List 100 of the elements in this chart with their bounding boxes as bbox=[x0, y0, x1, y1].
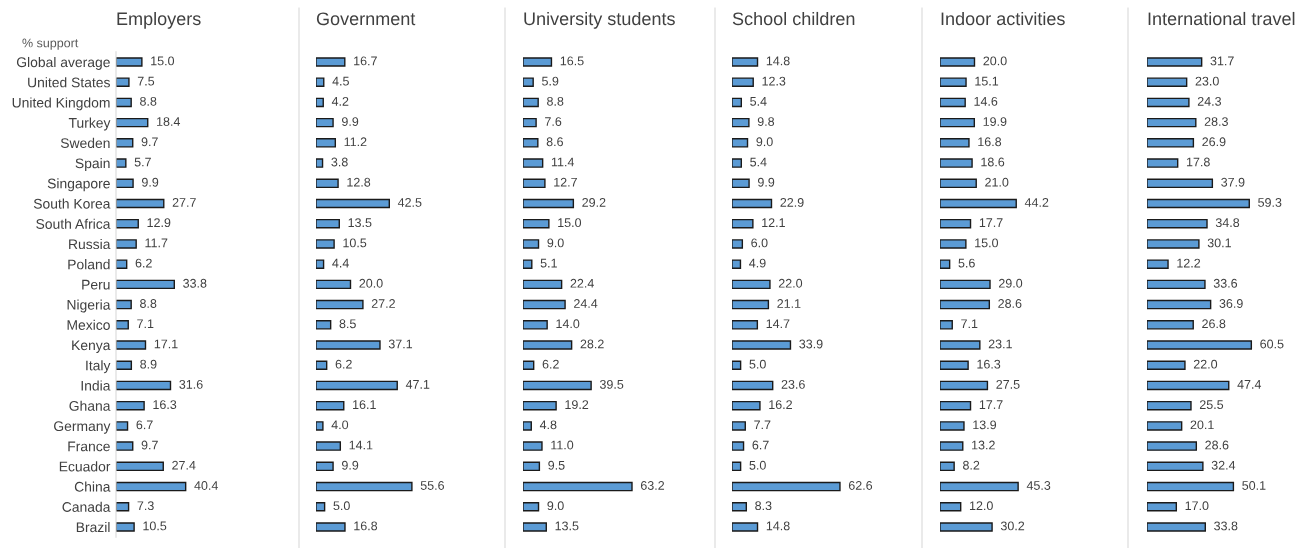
bar bbox=[1147, 360, 1186, 370]
bar bbox=[940, 57, 976, 67]
chart-title: International travel bbox=[1148, 11, 1295, 26]
data-label: 8.8 bbox=[140, 96, 157, 106]
data-label: 36.9 bbox=[1219, 299, 1243, 308]
bar bbox=[116, 117, 149, 128]
data-label: 7.6 bbox=[545, 117, 562, 126]
bar bbox=[1147, 461, 1204, 472]
data-label: 40.4 bbox=[194, 481, 218, 490]
bar bbox=[940, 380, 989, 391]
data-label: 8.9 bbox=[140, 359, 157, 369]
bar bbox=[940, 522, 993, 532]
data-label: 4.2 bbox=[331, 96, 349, 106]
data-label: 33.8 bbox=[1214, 521, 1238, 531]
data-label: 25.5 bbox=[1199, 400, 1224, 410]
data-label: 19.9 bbox=[983, 117, 1007, 126]
data-label: 47.4 bbox=[1237, 380, 1262, 389]
data-label: 18.6 bbox=[981, 157, 1005, 167]
data-label: 7.5 bbox=[137, 76, 155, 86]
y-tick-label: South Africa bbox=[36, 218, 111, 229]
bar bbox=[316, 178, 339, 189]
bar bbox=[1147, 279, 1206, 290]
bar bbox=[316, 421, 324, 431]
bar bbox=[1147, 218, 1208, 229]
bar bbox=[732, 481, 841, 492]
data-label: 22.4 bbox=[570, 278, 594, 288]
data-label: 47.1 bbox=[405, 380, 430, 389]
bar bbox=[316, 279, 352, 290]
data-label: 21.1 bbox=[777, 299, 801, 308]
data-label: 23.1 bbox=[988, 339, 1012, 349]
data-label: 14.8 bbox=[766, 521, 790, 531]
data-label: 4.4 bbox=[332, 258, 349, 268]
bar bbox=[940, 279, 991, 290]
bar bbox=[940, 218, 972, 229]
data-label: 27.5 bbox=[996, 379, 1020, 389]
bar bbox=[732, 158, 743, 168]
data-label: 22.0 bbox=[1193, 359, 1218, 369]
bar bbox=[732, 57, 759, 67]
bar bbox=[316, 239, 335, 249]
data-label: 15.0 bbox=[558, 218, 582, 228]
data-label: 24.4 bbox=[574, 299, 598, 308]
data-label: 14.7 bbox=[766, 319, 790, 329]
bar bbox=[523, 178, 546, 189]
data-label: 45.3 bbox=[1026, 481, 1051, 490]
data-label: 7.1 bbox=[137, 319, 154, 329]
data-label: 30.1 bbox=[1207, 238, 1231, 248]
data-label: 16.1 bbox=[353, 400, 376, 410]
data-label: 11.0 bbox=[551, 440, 574, 450]
bar bbox=[1147, 400, 1192, 411]
data-label: 6.7 bbox=[752, 440, 769, 450]
bar bbox=[1147, 77, 1188, 87]
data-label: 9.9 bbox=[757, 177, 775, 187]
y-tick-label: Poland bbox=[68, 259, 110, 270]
bar bbox=[1147, 320, 1194, 330]
bar bbox=[523, 380, 592, 391]
bar bbox=[1147, 340, 1253, 350]
bar bbox=[316, 400, 345, 411]
chart-title: Indoor activities bbox=[941, 11, 1065, 26]
bar bbox=[523, 522, 547, 532]
bar bbox=[523, 77, 534, 87]
bar bbox=[523, 400, 557, 411]
data-label: 22.0 bbox=[778, 278, 803, 288]
bar bbox=[116, 198, 165, 209]
bar bbox=[1147, 421, 1183, 431]
data-label: 33.6 bbox=[1213, 278, 1238, 288]
bar bbox=[732, 320, 759, 330]
data-label: 16.5 bbox=[560, 56, 584, 66]
bar bbox=[732, 117, 750, 128]
text: % support bbox=[22, 38, 79, 50]
data-label: 9.5 bbox=[548, 460, 565, 470]
bar bbox=[316, 502, 326, 512]
bar bbox=[940, 320, 953, 330]
bar bbox=[940, 239, 967, 249]
bar bbox=[1147, 57, 1203, 67]
data-label: 28.2 bbox=[580, 339, 604, 349]
bar bbox=[316, 138, 337, 148]
bar bbox=[316, 299, 364, 310]
data-label: 14.0 bbox=[556, 319, 580, 329]
y-tick-label: Global average bbox=[16, 56, 110, 70]
data-label: 8.5 bbox=[339, 319, 356, 329]
data-label: 6.2 bbox=[135, 258, 152, 268]
bar bbox=[940, 77, 967, 87]
bar bbox=[316, 158, 324, 168]
data-label: 8.8 bbox=[140, 299, 157, 308]
data-label: 23.6 bbox=[781, 379, 805, 389]
bar bbox=[1147, 441, 1198, 451]
data-label: 6.7 bbox=[136, 420, 153, 430]
data-label: 5.7 bbox=[134, 157, 151, 167]
data-label: 12.3 bbox=[762, 76, 786, 86]
bar bbox=[940, 158, 973, 168]
data-label: 15.0 bbox=[151, 56, 175, 66]
y-tick-label: France bbox=[68, 441, 110, 452]
bar bbox=[316, 360, 328, 370]
bar bbox=[316, 481, 413, 492]
bar bbox=[940, 198, 1017, 209]
y-tick-label: Italy bbox=[86, 360, 111, 374]
bar bbox=[523, 441, 543, 451]
bar bbox=[940, 502, 962, 512]
bar bbox=[940, 400, 972, 411]
bar bbox=[523, 340, 573, 350]
